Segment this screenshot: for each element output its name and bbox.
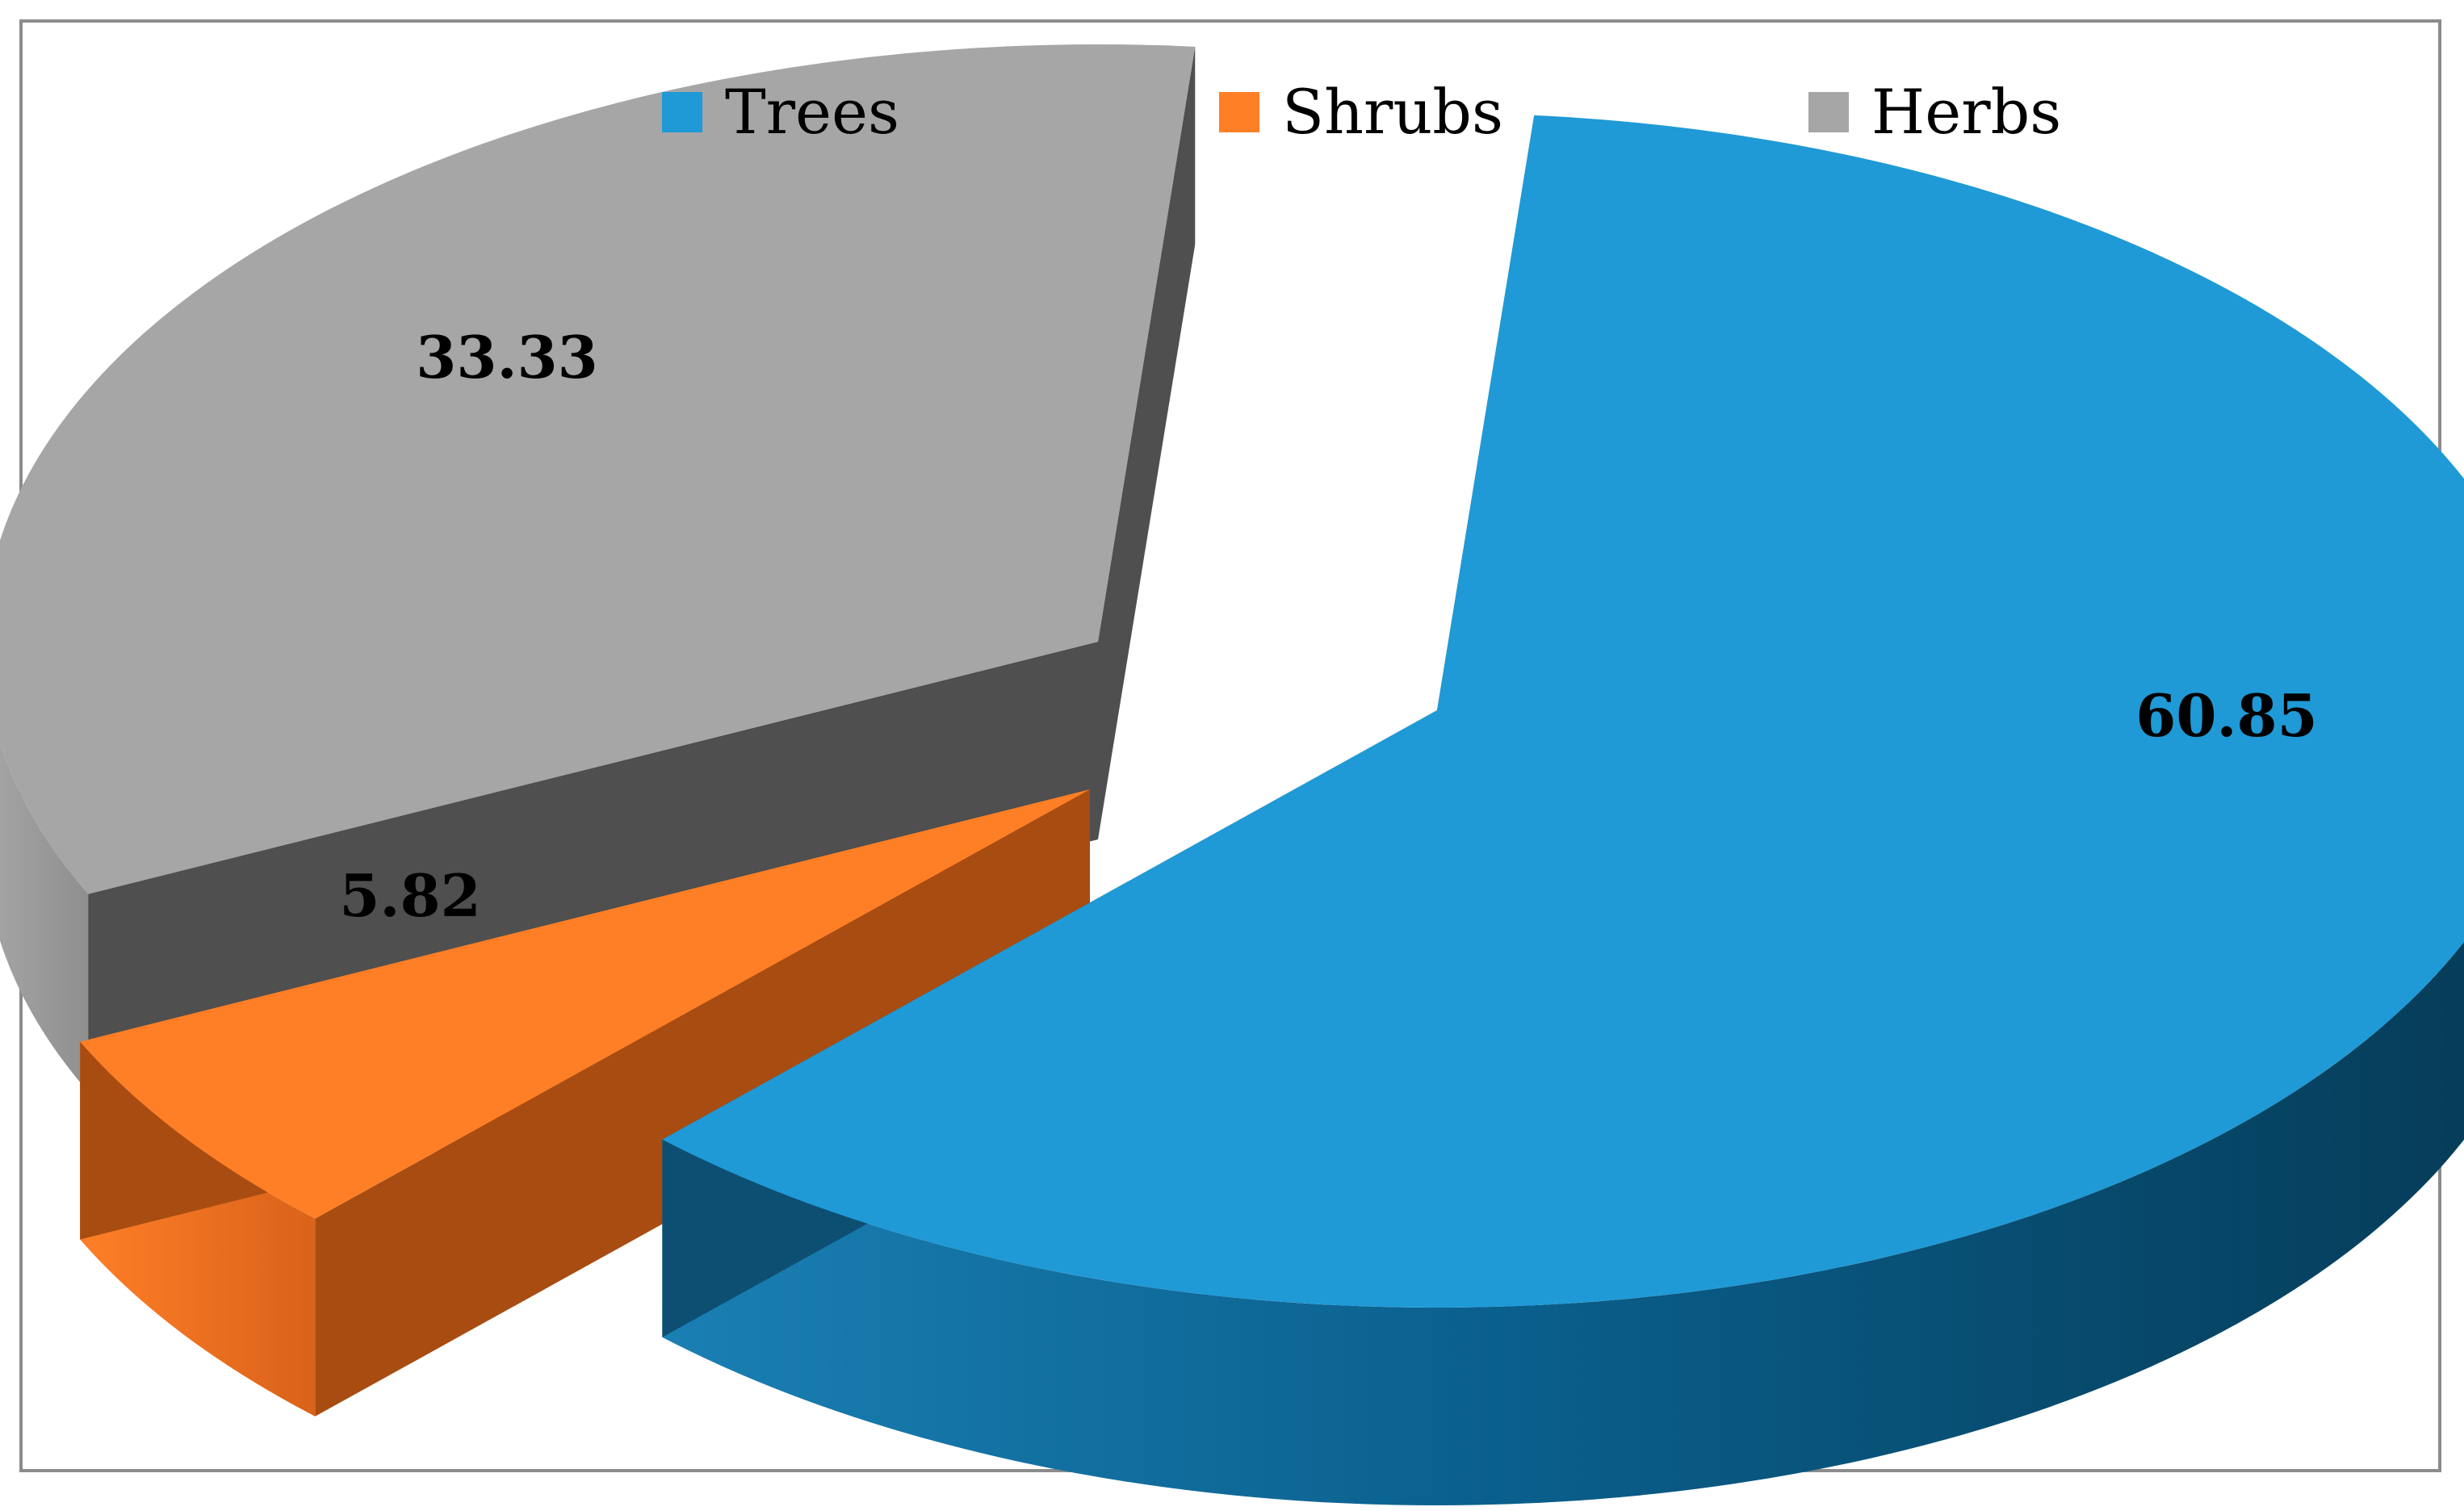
- pie-slice-trees: [662, 115, 2464, 1505]
- legend-item-shrubs: Shrubs: [1219, 76, 1503, 148]
- slice-side-herbs: [0, 743, 89, 1092]
- legend-label-herbs: Herbs: [1871, 76, 2061, 148]
- legend-item-trees: Trees: [662, 76, 899, 148]
- slice-wall-herbs-1: [1098, 46, 1196, 840]
- legend-swatch-herbs: [1808, 92, 1849, 132]
- slice-top-herbs: [0, 44, 1196, 894]
- legend-swatch-trees: [662, 92, 702, 132]
- slice-top-shrubs: [80, 789, 1091, 1219]
- slice-side-trees: [662, 941, 2464, 1505]
- legend-label-trees: Trees: [725, 76, 899, 148]
- slices-layer: [0, 44, 2464, 1505]
- data-labels: 60.85 5.82 33.33: [339, 323, 2317, 930]
- slice-top-trees: [662, 115, 2464, 1308]
- legend-label-shrubs: Shrubs: [1282, 76, 1503, 148]
- legend-item-herbs: Herbs: [1808, 76, 2061, 148]
- data-label-trees: 60.85: [2135, 681, 2317, 750]
- legend-swatch-shrubs: [1219, 92, 1259, 132]
- pie-slice-shrubs: [80, 789, 1091, 1417]
- data-label-shrubs: 5.82: [339, 861, 480, 930]
- legend: Trees Shrubs Herbs: [662, 76, 2061, 148]
- data-label-herbs: 33.33: [416, 323, 597, 391]
